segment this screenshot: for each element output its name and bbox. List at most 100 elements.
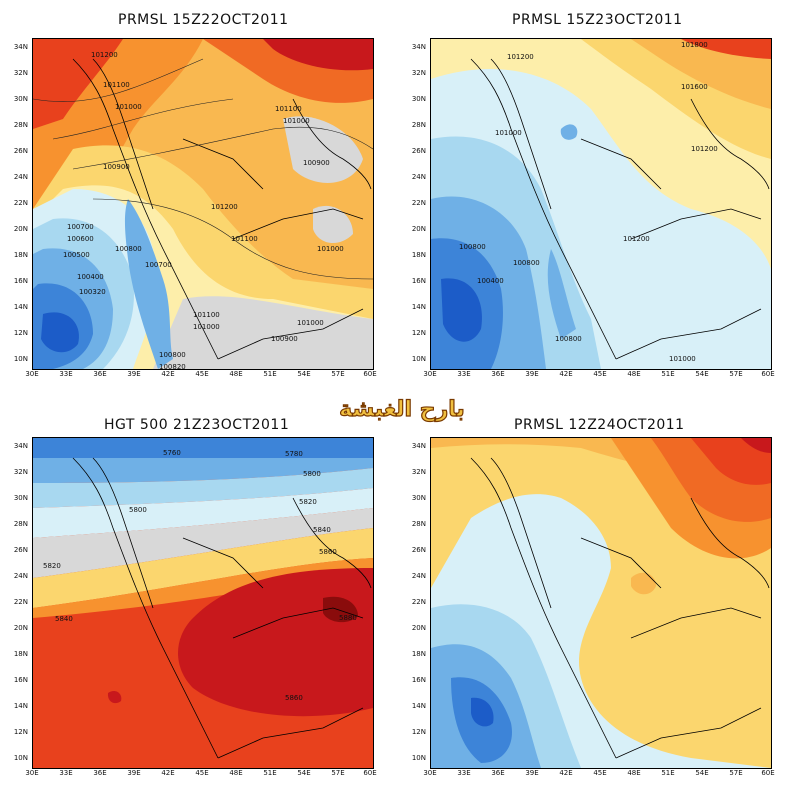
lat-tick: 20N [411, 624, 426, 632]
pressure-map [431, 438, 771, 768]
contour-label: 101000 [317, 245, 344, 253]
lat-tick: 32N [411, 69, 426, 77]
lon-tick: 54E [297, 769, 311, 777]
lon-tick: 33E [457, 370, 471, 378]
panel-title: HGT 500 21Z23OCT2011 [104, 417, 290, 433]
lat-tick: 26N [13, 546, 28, 554]
lat-tick: 12N [411, 329, 426, 337]
contour-label: 101000 [669, 355, 696, 363]
contour-label: 101000 [115, 103, 142, 111]
lat-tick: 20N [13, 624, 28, 632]
contour-label: 5880 [339, 614, 357, 622]
lat-tick: 22N [411, 598, 426, 606]
contour-label: 5840 [55, 615, 73, 623]
lat-tick: 14N [13, 303, 28, 311]
lon-tick: 39E [525, 769, 539, 777]
watermark-logo: بارح الغبشة [332, 388, 472, 428]
lon-tick: 45E [195, 769, 209, 777]
lon-tick: 54E [695, 769, 709, 777]
lat-tick: 24N [411, 572, 426, 580]
contour-label: 101000 [297, 319, 324, 327]
contour-label: 101200 [623, 235, 650, 243]
watermark-graphic: بارح الغبشة [339, 396, 466, 422]
contour-label: 100700 [145, 261, 172, 269]
lat-tick: 20N [13, 225, 28, 233]
contour-label: 101600 [681, 83, 708, 91]
pressure-map: 101200 101100 101000 101100 101000 10090… [33, 39, 373, 369]
lat-tick: 16N [13, 676, 28, 684]
lat-tick: 28N [13, 121, 28, 129]
contour-label: 101100 [231, 235, 258, 243]
lat-tick: 32N [13, 69, 28, 77]
lat-tick: 32N [13, 468, 28, 476]
lat-tick: 22N [13, 199, 28, 207]
lon-tick: 51E [263, 370, 277, 378]
lon-tick: 60E [363, 769, 377, 777]
lat-tick: 14N [13, 702, 28, 710]
lon-tick: 60E [363, 370, 377, 378]
contour-label: 100700 [67, 223, 94, 231]
lon-tick: 51E [661, 769, 675, 777]
contour-label: 5860 [285, 694, 303, 702]
pressure-map: 101200 101800 101600 101000 101200 10120… [431, 39, 771, 369]
lat-tick: 18N [411, 251, 426, 259]
height-map: 5760 5780 5800 5800 5820 5820 5840 5840 … [33, 438, 373, 768]
lon-tick: 30E [423, 370, 437, 378]
lon-tick: 45E [593, 769, 607, 777]
contour-label: 5840 [313, 526, 331, 534]
lat-tick: 26N [411, 546, 426, 554]
lat-tick: 32N [411, 468, 426, 476]
lon-tick: 51E [263, 769, 277, 777]
contour-label: 101200 [507, 53, 534, 61]
contour-label: 101200 [91, 51, 118, 59]
lon-tick: 33E [457, 769, 471, 777]
lon-tick: 30E [25, 370, 39, 378]
contour-label: 5800 [303, 470, 321, 478]
lon-tick: 42E [559, 769, 573, 777]
lon-tick: 54E [695, 370, 709, 378]
lon-tick: 51E [661, 370, 675, 378]
contour-label: 100900 [271, 335, 298, 343]
lon-tick: 36E [93, 370, 107, 378]
lat-tick: 14N [411, 303, 426, 311]
lat-tick: 34N [411, 442, 426, 450]
lat-tick: 30N [411, 494, 426, 502]
contour-label: 100320 [79, 288, 106, 296]
panel-title: PRMSL 15Z23OCT2011 [512, 12, 683, 28]
contour-label: 100600 [67, 235, 94, 243]
lat-tick: 16N [411, 277, 426, 285]
lon-tick: 45E [593, 370, 607, 378]
lon-tick: 57E [331, 370, 345, 378]
lat-tick: 24N [13, 572, 28, 580]
lat-tick: 10N [13, 355, 28, 363]
lat-tick: 34N [13, 43, 28, 51]
contour-label: 100800 [159, 351, 186, 359]
lat-tick: 18N [411, 650, 426, 658]
lat-tick: 28N [411, 520, 426, 528]
watermark-text: بارح الغبشة [339, 397, 465, 422]
lon-tick: 57E [729, 370, 743, 378]
contour-label: 100500 [63, 251, 90, 259]
lon-tick: 39E [525, 370, 539, 378]
lon-tick: 42E [161, 370, 175, 378]
lat-tick: 10N [13, 754, 28, 762]
lat-tick: 24N [411, 173, 426, 181]
lon-tick: 48E [627, 769, 641, 777]
lon-tick: 30E [25, 769, 39, 777]
contour-label: 100400 [77, 273, 104, 281]
map-frame: 5760 5780 5800 5800 5820 5820 5840 5840 … [32, 437, 374, 769]
lat-tick: 12N [13, 728, 28, 736]
contour-label: 101800 [681, 41, 708, 49]
contour-label: 5820 [299, 498, 317, 506]
lat-tick: 34N [13, 442, 28, 450]
lat-tick: 30N [13, 494, 28, 502]
lon-tick: 42E [559, 370, 573, 378]
contour-label: 101200 [211, 203, 238, 211]
contour-label: 101100 [103, 81, 130, 89]
panel-title: PRMSL 15Z22OCT2011 [118, 12, 289, 28]
lat-tick: 12N [411, 728, 426, 736]
lat-tick: 20N [411, 225, 426, 233]
contour-label: 101000 [495, 129, 522, 137]
lon-tick: 57E [729, 769, 743, 777]
lat-tick: 26N [411, 147, 426, 155]
